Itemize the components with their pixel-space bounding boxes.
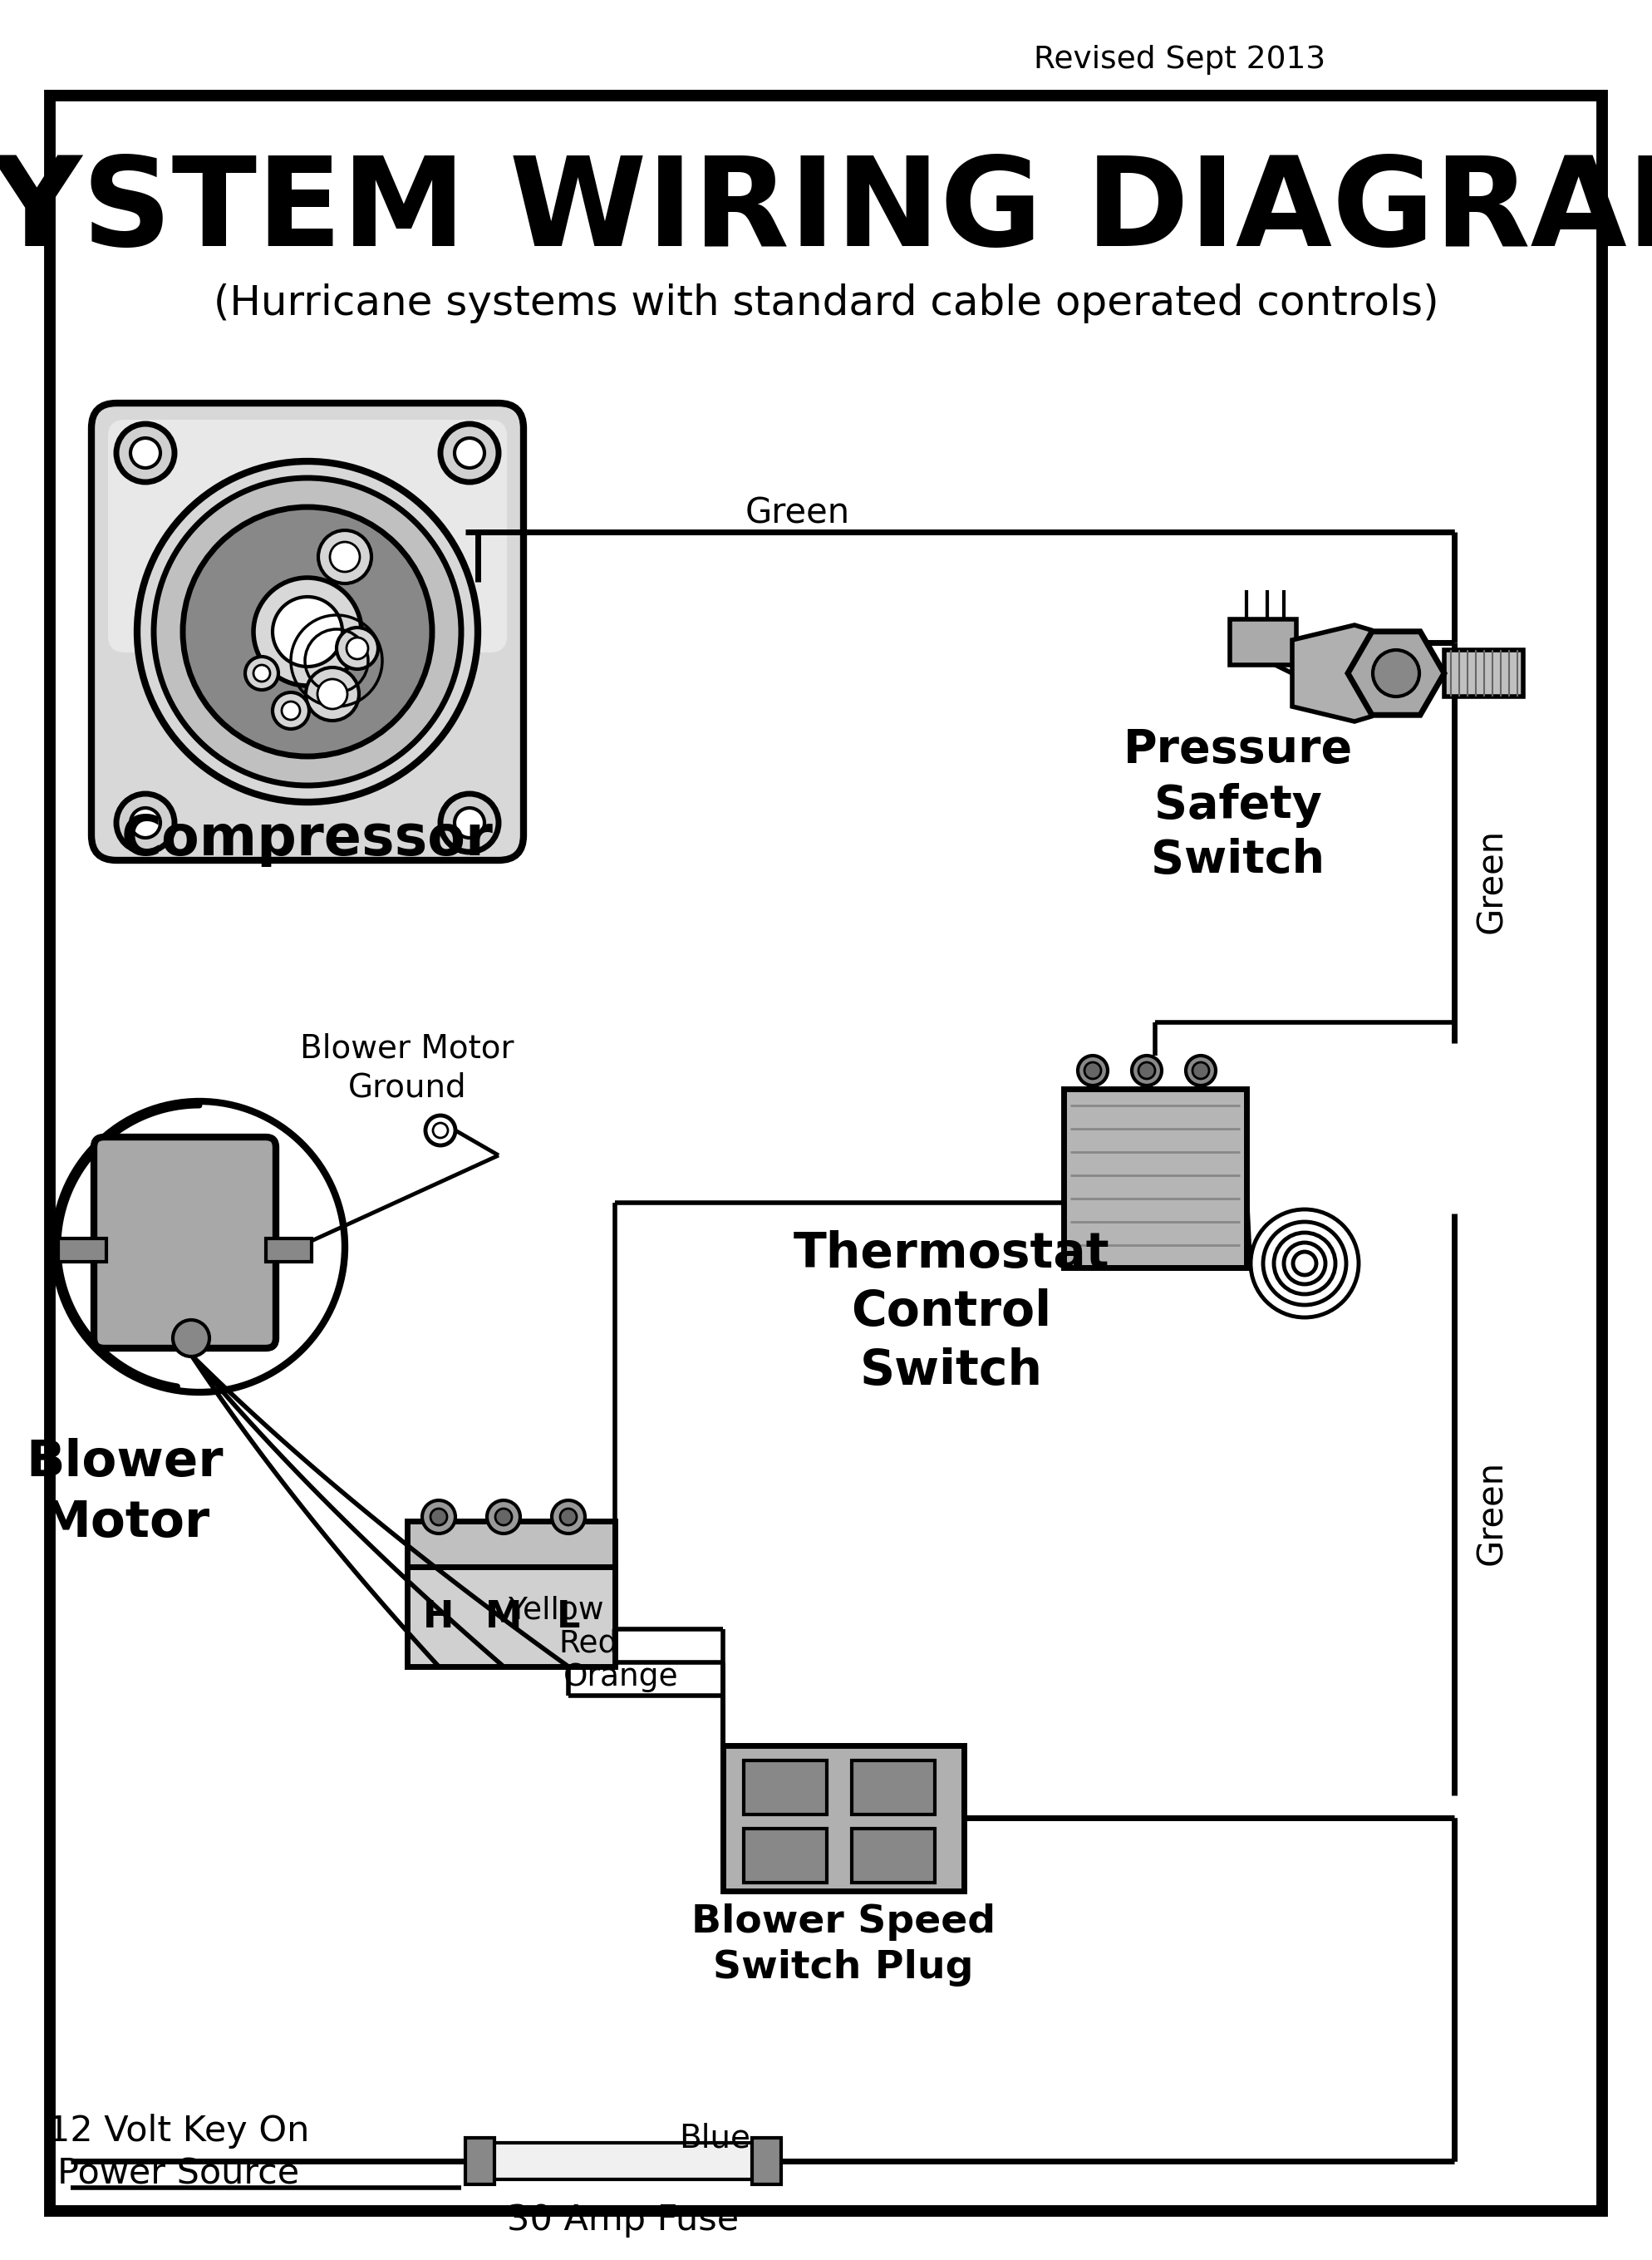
Circle shape: [319, 531, 372, 583]
Circle shape: [183, 506, 433, 757]
Circle shape: [330, 542, 360, 572]
Circle shape: [431, 1510, 448, 1526]
Circle shape: [337, 628, 378, 669]
Circle shape: [1077, 1055, 1108, 1085]
Circle shape: [173, 1320, 210, 1356]
Text: 30 Amp Fuse: 30 Amp Fuse: [507, 2204, 738, 2237]
Text: Red: Red: [558, 1629, 618, 1659]
Bar: [466, 2138, 494, 2185]
Circle shape: [454, 438, 484, 468]
Bar: [752, 2138, 781, 2185]
Circle shape: [426, 1116, 456, 1146]
Circle shape: [253, 579, 362, 685]
Circle shape: [116, 425, 175, 481]
Text: Revised Sept 2013: Revised Sept 2013: [1034, 45, 1327, 75]
FancyBboxPatch shape: [107, 420, 507, 653]
Bar: [266, 1238, 312, 1261]
Text: Green: Green: [745, 497, 851, 531]
Circle shape: [441, 425, 499, 481]
Circle shape: [552, 1501, 585, 1535]
Bar: [406, 1562, 615, 1666]
Bar: [1444, 651, 1523, 696]
Circle shape: [1084, 1062, 1100, 1078]
Text: H: H: [423, 1598, 454, 1634]
Circle shape: [131, 807, 160, 838]
Circle shape: [154, 477, 461, 786]
Text: Blower
Motor: Blower Motor: [26, 1437, 223, 1548]
Text: Yellow: Yellow: [507, 1596, 605, 1625]
Circle shape: [116, 793, 175, 852]
Text: Green: Green: [1474, 1460, 1508, 1566]
Bar: [852, 1828, 935, 1883]
Text: M: M: [486, 1598, 522, 1634]
Bar: [724, 1745, 965, 1892]
Circle shape: [1193, 1062, 1209, 1078]
Bar: [491, 2142, 757, 2179]
Bar: [1229, 619, 1297, 664]
Bar: [406, 1521, 615, 1566]
Circle shape: [317, 678, 347, 710]
Circle shape: [487, 1501, 520, 1535]
Circle shape: [560, 1510, 577, 1526]
Text: Pressure
Safety
Switch: Pressure Safety Switch: [1123, 728, 1353, 884]
Circle shape: [1186, 1055, 1216, 1085]
Circle shape: [137, 461, 477, 802]
Circle shape: [1138, 1062, 1155, 1078]
FancyBboxPatch shape: [94, 1137, 276, 1349]
Text: Orange: Orange: [563, 1663, 679, 1693]
Text: Thermostat
Control
Switch: Thermostat Control Switch: [793, 1229, 1110, 1394]
Circle shape: [244, 658, 279, 689]
Bar: [58, 1238, 106, 1261]
Circle shape: [423, 1501, 456, 1535]
Bar: [743, 1828, 828, 1883]
Bar: [743, 1761, 828, 1815]
Bar: [1064, 1089, 1247, 1268]
Circle shape: [441, 793, 499, 852]
Text: Green: Green: [1474, 829, 1508, 933]
Text: Blower Speed
Switch Plug: Blower Speed Switch Plug: [691, 1903, 996, 1987]
Text: Blue: Blue: [679, 2122, 750, 2154]
Circle shape: [433, 1123, 448, 1137]
Circle shape: [347, 637, 368, 660]
Text: SYSTEM WIRING DIAGRAM: SYSTEM WIRING DIAGRAM: [0, 151, 1652, 271]
Text: L: L: [557, 1598, 580, 1634]
Circle shape: [273, 692, 309, 730]
Text: 12 Volt Key On
Power Source: 12 Volt Key On Power Source: [48, 2113, 309, 2192]
Text: Compressor: Compressor: [121, 811, 494, 868]
Circle shape: [1373, 651, 1419, 696]
Circle shape: [273, 597, 342, 667]
Circle shape: [253, 664, 269, 683]
Text: (Hurricane systems with standard cable operated controls): (Hurricane systems with standard cable o…: [213, 282, 1439, 323]
FancyBboxPatch shape: [91, 402, 524, 861]
Polygon shape: [1292, 626, 1371, 721]
Circle shape: [1132, 1055, 1161, 1085]
Circle shape: [282, 701, 301, 719]
Circle shape: [496, 1510, 512, 1526]
Circle shape: [454, 807, 484, 838]
Polygon shape: [1348, 631, 1444, 714]
Circle shape: [306, 667, 358, 721]
Text: Blower Motor
Ground: Blower Motor Ground: [301, 1033, 514, 1103]
Bar: [852, 1761, 935, 1815]
Circle shape: [131, 438, 160, 468]
